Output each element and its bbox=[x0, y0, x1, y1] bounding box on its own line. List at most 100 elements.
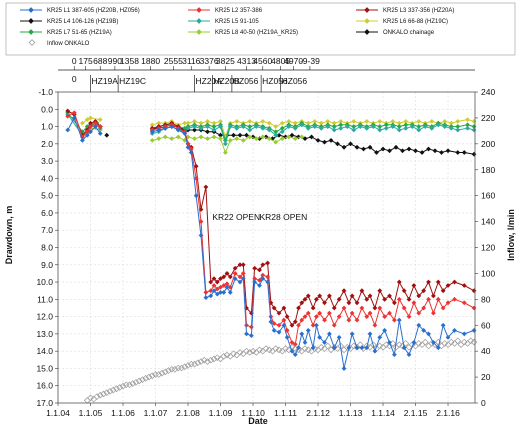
series-point-L2-5 bbox=[92, 120, 98, 126]
inflow-point-23 bbox=[158, 369, 166, 377]
legend-label-L7: KR25 L7 51-65 (HZ19A) bbox=[47, 30, 112, 36]
series-point-L4-31 bbox=[341, 144, 347, 150]
series-point-L1-28 bbox=[244, 331, 249, 337]
series-point-L4-23 bbox=[289, 132, 295, 138]
series-point-L4-38 bbox=[387, 148, 392, 154]
series-point-L6-1 bbox=[84, 117, 90, 123]
series-point-L5-45 bbox=[396, 127, 402, 133]
legend-marker-inflow bbox=[28, 39, 36, 46]
y-tick-label-8: 7.0 bbox=[41, 225, 53, 235]
series-point-L5-27 bbox=[279, 129, 285, 135]
inflow-point-15 bbox=[132, 378, 140, 386]
series-point-L4-45 bbox=[432, 148, 438, 154]
series-point-L2-33 bbox=[265, 274, 271, 280]
chainage-label-4: 1358 bbox=[120, 56, 139, 66]
series-point-L5-17 bbox=[218, 124, 223, 129]
y-tick-label-15: 14.0 bbox=[36, 346, 53, 356]
series-point-L3-59 bbox=[372, 305, 378, 311]
series-point-L1-63 bbox=[391, 352, 397, 358]
series-point-L5-42 bbox=[377, 127, 383, 133]
series-point-L4-39 bbox=[393, 144, 399, 150]
series-point-L4-44 bbox=[426, 146, 431, 152]
series-point-L2-63 bbox=[391, 317, 397, 323]
series-point-L3-37 bbox=[281, 305, 287, 311]
series-point-L1-24 bbox=[227, 290, 233, 295]
series-point-L3-44 bbox=[305, 293, 311, 299]
series-point-L2-61 bbox=[382, 314, 388, 320]
series-point-L6-46 bbox=[416, 118, 422, 124]
series-point-L4-27 bbox=[315, 137, 321, 143]
series-point-L5-38 bbox=[351, 127, 357, 133]
inflow-point-51 bbox=[249, 347, 257, 355]
series-point-L3-18 bbox=[208, 279, 214, 285]
x-axis-label: Date bbox=[248, 416, 268, 426]
x-tick-label-11: 2.1.15 bbox=[404, 408, 428, 418]
series-point-L5-18 bbox=[222, 141, 228, 147]
series-point-L8-16 bbox=[222, 150, 228, 155]
series-point-L4-29 bbox=[328, 137, 334, 143]
inflow-point-50 bbox=[246, 349, 254, 356]
series-point-L2-0 bbox=[65, 113, 71, 119]
series-point-L4-41 bbox=[406, 146, 412, 152]
inflow-point-25 bbox=[165, 367, 172, 374]
inflow-point-19 bbox=[145, 373, 153, 381]
inflow-point-43 bbox=[223, 351, 231, 359]
legend-marker-L4 bbox=[28, 18, 34, 24]
legend-marker-L6 bbox=[364, 18, 370, 24]
series-point-L1-52 bbox=[341, 366, 347, 371]
inflow-point-40 bbox=[213, 354, 221, 361]
inflow-point-88 bbox=[369, 341, 377, 349]
series-point-L8-22 bbox=[260, 134, 266, 140]
series-point-L6-31 bbox=[318, 120, 324, 126]
x-tick-label-7: 1.1.11 bbox=[274, 408, 297, 418]
inflow-point-102 bbox=[415, 340, 423, 347]
series-point-L5-41 bbox=[370, 124, 376, 129]
inflow-point-68 bbox=[304, 346, 312, 354]
zone-label-1: HZ19C bbox=[119, 76, 146, 86]
legend-label-L5: KR25 L5 91-105 bbox=[215, 19, 259, 25]
legend-label-L2: KR25 L2 357-386 bbox=[215, 8, 263, 14]
series-point-L7-22 bbox=[247, 124, 253, 129]
series-point-L1-6 bbox=[97, 131, 103, 136]
series-point-L5-13 bbox=[192, 124, 197, 129]
series-point-L2-42 bbox=[299, 317, 305, 323]
series-point-L5-23 bbox=[253, 124, 259, 129]
series-point-L7-26 bbox=[273, 129, 279, 135]
series-point-L5-51 bbox=[435, 122, 441, 128]
series-point-L2-50 bbox=[331, 322, 337, 328]
series-point-L5-15 bbox=[205, 124, 210, 129]
series-point-L2-28 bbox=[244, 322, 249, 328]
series-point-L5-48 bbox=[416, 127, 422, 133]
y2-tick-label-0: 0 bbox=[481, 398, 486, 408]
series-point-L2-1 bbox=[71, 110, 77, 116]
y-tick-label-10: 9.0 bbox=[41, 260, 53, 270]
zone-label-0: HZ19A bbox=[92, 76, 119, 86]
series-point-L2-52 bbox=[341, 305, 347, 311]
inflow-point-6 bbox=[103, 389, 111, 396]
inflow-point-61 bbox=[282, 345, 289, 352]
series-point-L2-30 bbox=[252, 276, 258, 282]
inflow-point-36 bbox=[200, 356, 208, 364]
inflow-point-31 bbox=[184, 362, 192, 369]
series-point-L1-15 bbox=[193, 193, 199, 199]
zone-label-2: HZ20A bbox=[196, 76, 223, 86]
series-point-L6-43 bbox=[396, 120, 402, 126]
y-tick-label-3: 2.0 bbox=[41, 139, 53, 149]
series-point-L4-30 bbox=[335, 141, 340, 147]
series-point-L3-30 bbox=[252, 265, 258, 271]
inflow-point-110 bbox=[441, 340, 449, 347]
x-tick-label-9: 1.1.13 bbox=[339, 408, 363, 418]
y2-tick-label-3: 60 bbox=[481, 320, 491, 330]
series-point-L5-46 bbox=[403, 125, 409, 131]
series-point-L4-12 bbox=[218, 132, 223, 138]
inflow-point-20 bbox=[148, 372, 156, 380]
series-point-L6-34 bbox=[338, 118, 344, 124]
inflow-point-49 bbox=[243, 347, 250, 355]
chainage-label-2: 688 bbox=[93, 56, 107, 66]
series-point-L8-26 bbox=[286, 134, 292, 140]
series-point-L2-6 bbox=[97, 124, 103, 129]
x-tick-label-1: 1.1.05 bbox=[79, 408, 103, 418]
chainage-label-11: 4560 bbox=[253, 56, 272, 66]
series-point-L7-55 bbox=[465, 122, 470, 128]
series-point-L7-54 bbox=[455, 124, 461, 129]
